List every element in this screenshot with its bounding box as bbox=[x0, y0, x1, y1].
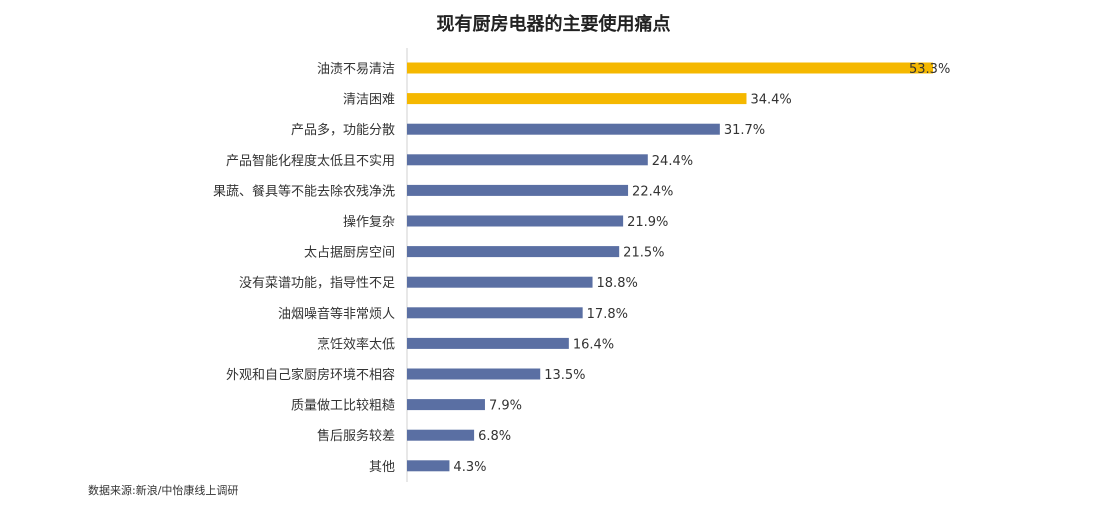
bar bbox=[407, 276, 593, 288]
bar bbox=[407, 246, 620, 258]
category-label: 果蔬、餐具等不能去除农残净洗 bbox=[213, 183, 395, 199]
value-label: 17.8% bbox=[587, 307, 628, 322]
category-label: 没有菜谱功能，指导性不足 bbox=[239, 276, 395, 291]
value-label: 7.9% bbox=[489, 399, 522, 414]
source-note: 数据来源:新浪/中怡康线上调研 bbox=[88, 484, 239, 497]
value-label: 13.5% bbox=[544, 368, 585, 383]
value-label: 16.4% bbox=[573, 337, 614, 352]
category-label: 产品多，功能分散 bbox=[291, 122, 395, 138]
category-label: 质量做工比较粗糙 bbox=[291, 399, 395, 414]
bar bbox=[407, 460, 450, 472]
value-label: 4.3% bbox=[453, 460, 486, 475]
category-label: 油渍不易清洁 bbox=[317, 62, 395, 77]
value-label: 21.5% bbox=[623, 246, 664, 261]
bar bbox=[407, 184, 629, 196]
category-label: 其他 bbox=[369, 460, 395, 475]
bar bbox=[407, 62, 933, 74]
bar bbox=[407, 368, 541, 380]
category-label: 太占据厨房空间 bbox=[304, 245, 395, 261]
value-label: 53.3% bbox=[909, 62, 950, 77]
bar bbox=[407, 399, 485, 411]
value-label: 24.4% bbox=[652, 154, 693, 169]
bar bbox=[407, 215, 624, 227]
value-label: 31.7% bbox=[724, 123, 765, 138]
value-label: 34.4% bbox=[750, 93, 791, 108]
bar bbox=[407, 123, 720, 135]
category-label: 售后服务较差 bbox=[317, 428, 395, 444]
value-label: 22.4% bbox=[632, 184, 673, 199]
labels-layer: 油渍不易清洁 53.3% 清洁困难 34.4% 产品多，功能分散 31.7% 产品智能化程度… bbox=[213, 62, 950, 475]
bar bbox=[407, 429, 475, 441]
category-label: 清洁困难 bbox=[343, 93, 395, 108]
bar bbox=[407, 154, 648, 166]
category-label: 烹饪效率太低 bbox=[317, 336, 395, 352]
category-label: 外观和自己家厨房环境不相容 bbox=[226, 367, 395, 383]
bar bbox=[407, 307, 583, 319]
value-label: 18.8% bbox=[597, 276, 638, 291]
bar bbox=[407, 337, 569, 349]
category-label: 操作复杂 bbox=[343, 214, 395, 230]
value-label: 6.8% bbox=[478, 429, 511, 444]
bar bbox=[407, 93, 747, 105]
category-label: 油烟噪音等非常烦人 bbox=[278, 306, 395, 322]
value-label: 21.9% bbox=[627, 215, 668, 230]
category-label: 产品智能化程度太低且不实用 bbox=[226, 153, 395, 169]
chart-title: 现有厨房电器的主要使用痛点 bbox=[436, 14, 671, 35]
bars-layer bbox=[407, 62, 933, 472]
